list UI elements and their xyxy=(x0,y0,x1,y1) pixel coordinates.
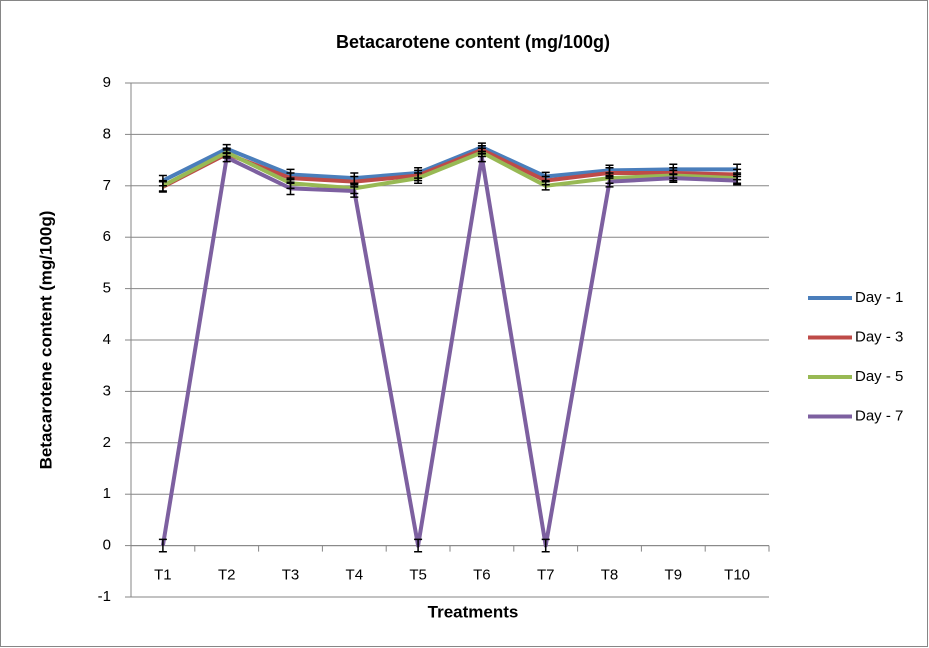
y-tick-label: 2 xyxy=(103,434,111,451)
error-bar xyxy=(158,538,167,553)
legend-label: Day - 3 xyxy=(855,328,903,345)
x-tick-label: T8 xyxy=(601,567,619,584)
legend-label: Day - 5 xyxy=(855,368,903,385)
series-line xyxy=(162,145,738,183)
x-axis-label: Treatments xyxy=(428,602,519,621)
x-tick-label: T7 xyxy=(537,567,555,584)
x-tick-label: T6 xyxy=(473,567,491,584)
y-tick-label: 4 xyxy=(103,331,111,348)
error-bar xyxy=(414,172,423,184)
x-tick-label: T9 xyxy=(665,567,683,584)
y-tick-label: 9 xyxy=(103,74,111,91)
error-bar xyxy=(477,152,486,163)
y-tick-label: 6 xyxy=(103,228,111,245)
error-bar xyxy=(541,538,550,553)
series-line xyxy=(160,155,738,548)
y-tick-label: 5 xyxy=(103,280,111,297)
legend-label: Day - 7 xyxy=(855,407,903,424)
error-bar xyxy=(669,173,678,183)
series-line xyxy=(161,150,738,191)
legend-label: Day - 1 xyxy=(855,289,903,306)
x-tick-label: T1 xyxy=(154,567,172,584)
error-bar xyxy=(733,175,742,186)
error-bar xyxy=(158,179,167,192)
x-tick-label: T2 xyxy=(218,567,236,584)
error-bar xyxy=(350,184,359,198)
y-tick-label: 7 xyxy=(103,177,111,194)
error-bar xyxy=(541,180,550,191)
x-tick-label: T3 xyxy=(282,567,300,584)
x-tick-label: T10 xyxy=(724,567,750,584)
x-tick-label: T4 xyxy=(346,567,364,584)
y-axis-label: Betacarotene content (mg/100g) xyxy=(36,211,55,470)
error-bar xyxy=(222,152,231,163)
y-tick-label: 8 xyxy=(103,125,111,142)
x-tick-label: T5 xyxy=(409,567,427,584)
y-tick-label: 3 xyxy=(103,382,111,399)
error-bar xyxy=(286,181,295,196)
y-tick-label: 0 xyxy=(103,537,111,554)
y-tick-label: 1 xyxy=(103,485,111,502)
chart-title: Betacarotene content (mg/100g) xyxy=(336,32,610,52)
error-bar xyxy=(414,538,423,553)
y-tick-label: -1 xyxy=(98,588,111,605)
error-bar xyxy=(605,175,614,188)
